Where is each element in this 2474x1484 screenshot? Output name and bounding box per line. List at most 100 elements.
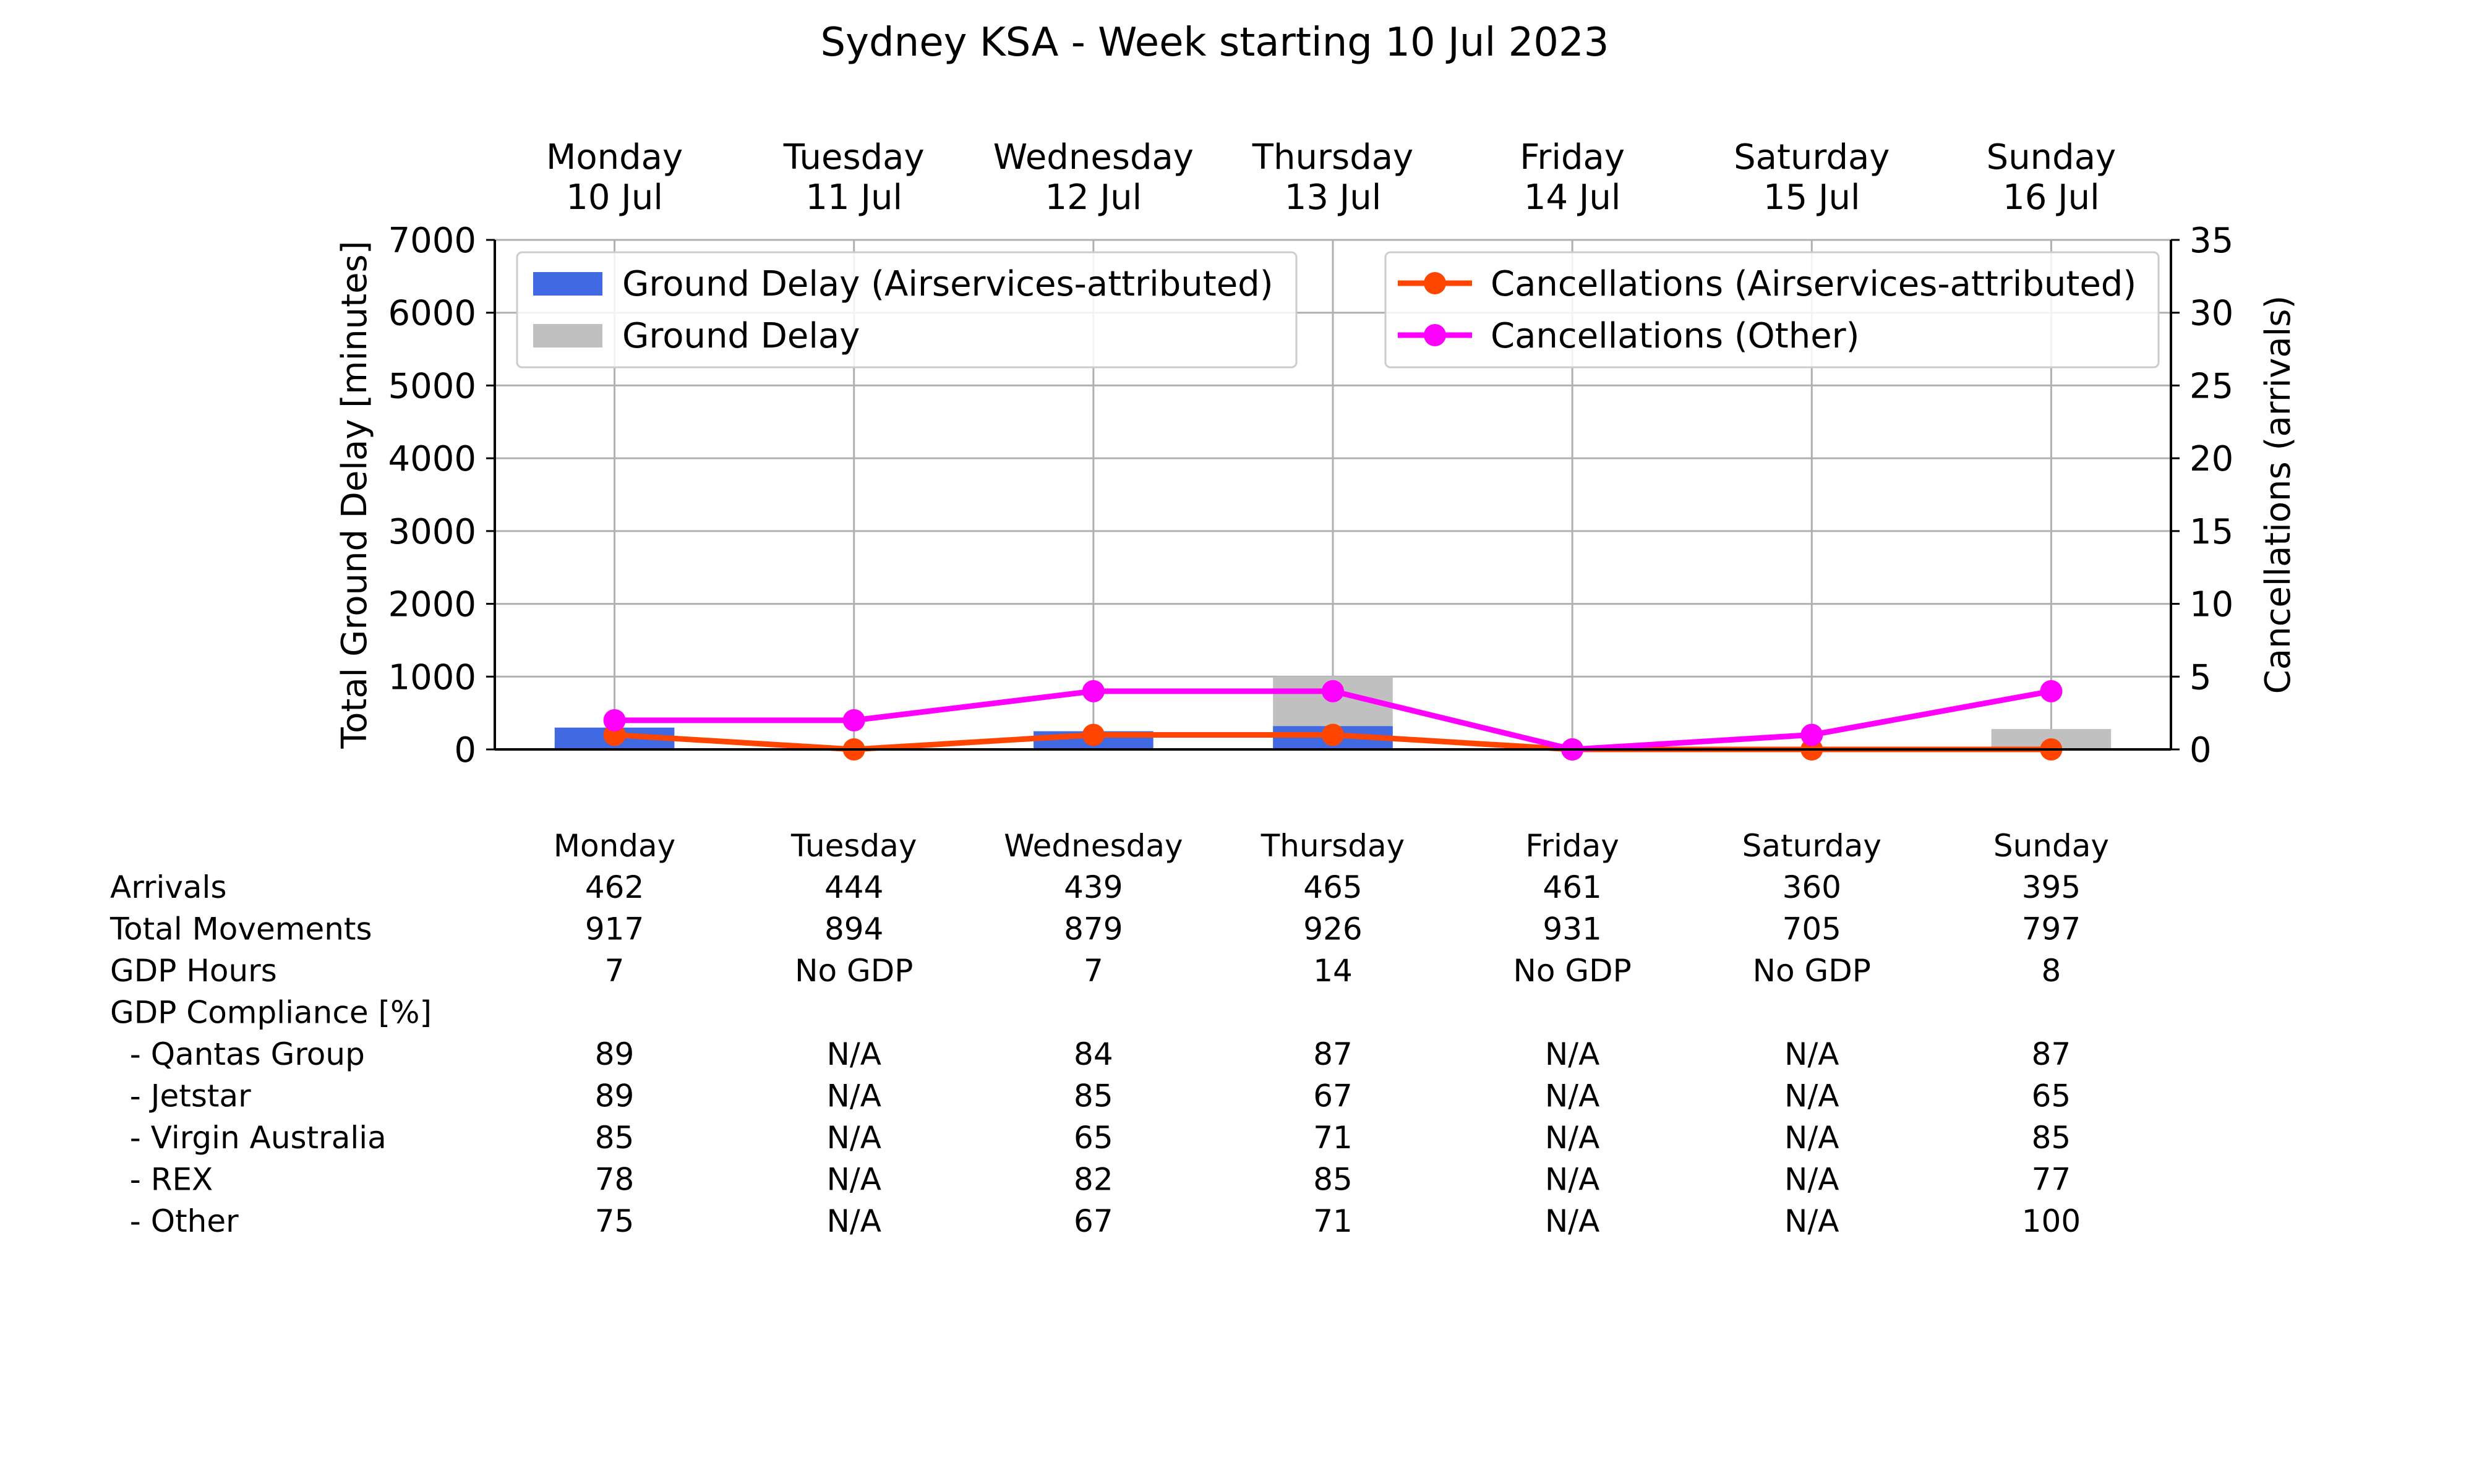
left-tick-label: 7000 (388, 221, 476, 261)
top-tick-label-day: Monday (546, 137, 683, 177)
table-cell: N/A (1545, 1203, 1599, 1239)
table-cell: 917 (585, 911, 644, 947)
legend-label: Ground Delay (622, 316, 860, 356)
table-cell: N/A (1784, 1120, 1839, 1156)
table-cell: 89 (595, 1036, 635, 1072)
point-cancellations-other (2040, 680, 2063, 702)
table-cell: 65 (2032, 1078, 2071, 1114)
table-cell: 8 (2042, 953, 2061, 989)
table-cell: 71 (1313, 1120, 1353, 1156)
table-cell: N/A (1784, 1162, 1839, 1198)
legend-swatch (533, 272, 602, 296)
right-tick-label: 20 (2189, 439, 2233, 479)
table-cell: N/A (1545, 1078, 1599, 1114)
table-cell: 87 (1313, 1036, 1353, 1072)
right-tick-label: 25 (2189, 366, 2233, 406)
table-row-label: GDP Hours (110, 953, 277, 989)
legend-label: Ground Delay (Airservices-attributed) (622, 264, 1273, 304)
axes: 0 1000 2000 3000 4000 5000 6000 7000 0 5 10 15 20 25 3… (335, 137, 2298, 770)
table-cell: 84 (1074, 1036, 1113, 1072)
table-cell: 77 (2032, 1162, 2071, 1198)
table-row-label: GDP Compliance [%] (110, 995, 432, 1031)
left-tick-label: 3000 (388, 512, 476, 552)
point-cancellations-other (1800, 723, 1823, 746)
top-tick-label-date: 14 Jul (1524, 177, 1621, 218)
right-tick-label: 0 (2189, 730, 2212, 770)
table-column-header: Sunday (1993, 828, 2109, 864)
table-column-header: Friday (1525, 828, 1619, 864)
y-axis-label-left: Total Ground Delay [minutes] (335, 241, 375, 749)
table-cell: N/A (826, 1078, 881, 1114)
table-cell: N/A (826, 1203, 881, 1239)
table-cell: No GDP (795, 953, 913, 989)
table-cell: 894 (824, 911, 883, 947)
table-cell: 462 (585, 869, 644, 905)
point-cancellations-airservices (1322, 723, 1344, 746)
right-tick-label: 15 (2189, 512, 2233, 552)
table-row-label: - REX (110, 1162, 213, 1198)
table-row-label: Total Movements (109, 911, 372, 947)
table-cell: 85 (2032, 1120, 2071, 1156)
point-cancellations-other (1322, 680, 1344, 702)
top-tick-label-date: 10 Jul (566, 177, 663, 218)
y-axis-label-right: Cancellations (arrivals) (2258, 296, 2298, 694)
table-cell: 926 (1303, 911, 1362, 947)
legend-label: Cancellations (Other) (1491, 316, 1860, 356)
table-cell: 67 (1074, 1203, 1113, 1239)
table-cell: 797 (2022, 911, 2081, 947)
stats-table: Monday Tuesday Wednesday Thursday Friday Satu… (109, 828, 2109, 1239)
right-tick-label: 30 (2189, 294, 2233, 334)
table-cell: 879 (1064, 911, 1123, 947)
table-cell: 82 (1074, 1162, 1113, 1198)
legend-box-left (516, 251, 1298, 369)
table-cell: N/A (826, 1162, 881, 1198)
table-column-header: Monday (554, 828, 675, 864)
table-row-label: - Other (110, 1203, 239, 1239)
table-cell: N/A (826, 1036, 881, 1072)
table-cell: 78 (595, 1162, 635, 1198)
top-tick-label-day: Wednesday (993, 137, 1194, 177)
top-tick-label-day: Sunday (1987, 137, 2117, 177)
table-cell: 7 (1084, 953, 1103, 989)
table-cell: N/A (826, 1120, 881, 1156)
table-cell: 360 (1783, 869, 1841, 905)
table-cell: 67 (1313, 1078, 1353, 1114)
table-cell: 65 (1074, 1120, 1113, 1156)
top-tick-label-day: Thursday (1252, 137, 1413, 177)
table-cell: N/A (1545, 1036, 1599, 1072)
table-cell: 89 (595, 1078, 635, 1114)
left-tick-label: 5000 (388, 366, 476, 406)
table-column-header: Tuesday (790, 828, 917, 864)
table-cell: N/A (1545, 1162, 1599, 1198)
top-tick-label-day: Tuesday (783, 137, 925, 177)
left-tick-label: 4000 (388, 439, 476, 479)
table-cell: 465 (1303, 869, 1362, 905)
table-cell: 85 (595, 1120, 635, 1156)
table-column-header: Thursday (1261, 828, 1405, 864)
right-tick-label: 10 (2189, 585, 2233, 625)
top-tick-label-date: 15 Jul (1763, 177, 1860, 218)
legend-swatch (533, 324, 602, 348)
table-cell: 85 (1313, 1162, 1353, 1198)
table-row-label: - Qantas Group (110, 1036, 365, 1072)
table-cell: 7 (605, 953, 625, 989)
legend-marker (1424, 272, 1446, 294)
table-cell: 14 (1313, 953, 1353, 989)
chart-title: Sydney KSA - Week starting 10 Jul 2023 (821, 20, 1609, 66)
legends: Ground Delay (Airservices-attributed) Gro… (516, 251, 2160, 369)
table-column-header: Wednesday (1004, 828, 1183, 864)
table-cell: 444 (824, 869, 883, 905)
legend-box-right (1384, 251, 2160, 369)
table-cell: 439 (1064, 869, 1123, 905)
table-cell: N/A (1784, 1078, 1839, 1114)
top-tick-label-date: 12 Jul (1045, 177, 1142, 218)
table-cell: 71 (1313, 1203, 1353, 1239)
table-cell: 87 (2032, 1036, 2071, 1072)
table-cell: 85 (1074, 1078, 1113, 1114)
table-cell: N/A (1784, 1203, 1839, 1239)
point-cancellations-airservices (1082, 723, 1105, 746)
table-cell: N/A (1784, 1036, 1839, 1072)
top-tick-label-date: 11 Jul (805, 177, 902, 218)
top-tick-label-day: Saturday (1734, 137, 1890, 177)
table-cell: 931 (1543, 911, 1601, 947)
